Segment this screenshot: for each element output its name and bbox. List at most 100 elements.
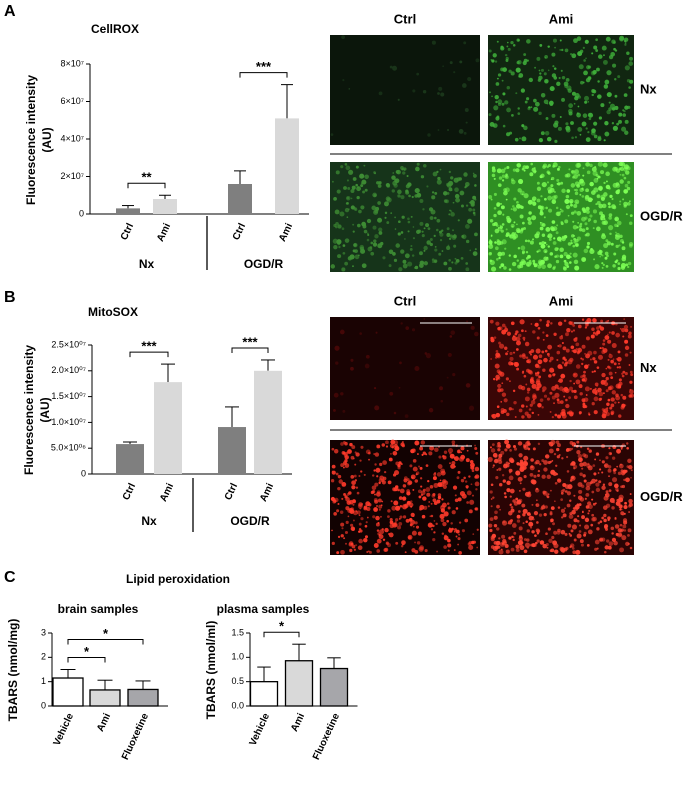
cell-dot [333,244,338,250]
cell-dot [582,113,588,118]
cell-dot [411,530,417,536]
cell-dot [443,545,447,549]
cell-dot [525,261,531,267]
cell-dot [347,187,351,190]
cell-dot [512,538,515,542]
cell-dot [370,251,375,256]
cell-dot [597,94,602,99]
cell-dot [491,443,495,447]
cell-dot [611,197,614,201]
cell-dot [433,501,438,506]
cell-dot [587,101,590,103]
cell-dot [614,260,618,264]
cell-dot [571,509,576,515]
cell-dot [619,173,622,176]
cell-dot [508,462,511,465]
cell-dot [629,200,631,202]
cell-dot [629,380,633,384]
cell-dot [584,216,588,220]
cell-dot [524,411,529,416]
cell-dot [417,229,422,234]
cell-dot [376,529,380,532]
cell-dot [586,210,590,214]
cell-dot [574,191,579,196]
y-axis-label: Fluorescence intensity [22,345,36,475]
cell-dot [574,265,580,271]
cell-dot [606,407,609,410]
cell-dot [530,465,534,469]
cell-dot [516,61,520,65]
cell-dot [350,455,355,460]
cell-dot [554,392,560,398]
cell-dot [471,469,475,473]
cell-dot [393,500,399,506]
cell-dot [611,204,616,209]
cell-dot [455,507,459,510]
cell-dot [588,117,592,121]
cell-dot [612,469,616,472]
cell-dot [400,442,405,447]
cell-dot [370,241,374,245]
cell-dot [593,121,598,126]
cell-dot [359,459,362,462]
cell-dot [339,329,345,335]
cell-dot [420,440,426,445]
cell-dot [341,35,346,40]
cell-dot [601,234,607,240]
cell-dot [452,229,455,232]
cell-dot [468,475,471,478]
cell-dot [597,136,602,142]
cell-dot [627,180,631,184]
cell-dot [454,456,459,462]
cell-dot [555,464,558,467]
cell-dot [336,189,341,194]
cell-dot [523,455,529,461]
cell-dot [377,201,381,205]
cell-dot [605,171,610,177]
cell-dot [526,368,530,373]
cell-dot [459,490,466,497]
cell-dot [392,450,398,456]
cell-dot [600,218,603,221]
cell-dot [592,388,598,394]
cell-dot [506,45,509,48]
cell-dot [442,455,447,460]
section-title: Lipid peroxidation [126,572,230,586]
cell-dot [543,357,548,363]
cell-dot [568,261,572,264]
cell-dot [571,389,575,393]
cell-dot [334,209,340,215]
cell-dot [590,190,596,195]
cell-dot [500,67,504,72]
cell-dot [573,518,578,523]
cell-dot [598,54,603,59]
cell-dot [569,386,573,391]
cell-dot [544,131,550,136]
cell-dot [560,491,564,495]
cell-dot [434,191,438,195]
cell-dot [621,173,625,177]
cell-dot [342,244,346,247]
cell-dot [432,538,436,542]
cell-dot [496,527,500,531]
cell-dot [579,497,585,502]
cell-dot [612,125,618,131]
cell-dot [356,491,360,495]
cell-dot [501,79,504,82]
cell-dot [588,449,592,453]
cell-dot [617,359,620,361]
cell-dot [614,371,617,374]
cell-dot [507,41,509,44]
cell-dot [509,503,512,507]
cell-dot [509,458,515,464]
cell-dot [516,203,521,209]
cell-dot [423,245,428,251]
cell-dot [599,347,602,350]
cell-dot [492,466,494,469]
cell-dot [603,513,607,518]
cell-dot [601,537,606,542]
cell-dot [561,97,565,102]
cell-dot [383,470,387,474]
cell-dot [574,96,579,101]
cell-dot [473,174,477,178]
